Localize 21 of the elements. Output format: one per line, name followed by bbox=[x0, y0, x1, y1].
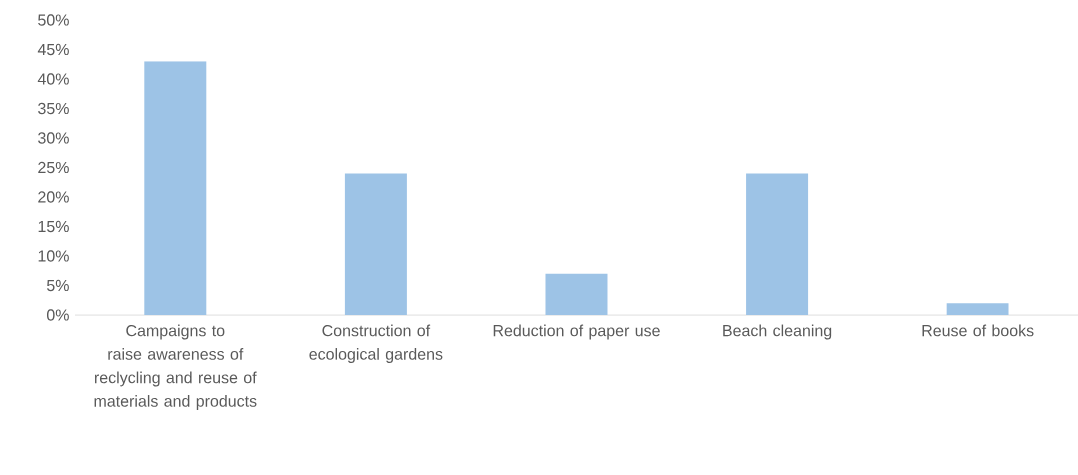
y-tick-label: 5% bbox=[46, 279, 69, 292]
x-tick-label: Reuse of books bbox=[922, 324, 1034, 337]
y-tick-label: 30% bbox=[38, 132, 69, 144]
x-tick-label: Reduction of paper use bbox=[493, 324, 660, 340]
bar bbox=[946, 303, 1009, 315]
x-tick-label: Beach cleaning bbox=[723, 324, 832, 340]
y-tick-label: 20% bbox=[38, 191, 69, 203]
y-tick-label: 35% bbox=[38, 102, 69, 115]
y-tick-label: 10% bbox=[38, 250, 69, 262]
y-tick-label: 15% bbox=[38, 220, 69, 233]
y-tick-label: 50% bbox=[38, 14, 69, 26]
y-tick-label: 25% bbox=[38, 161, 69, 174]
bar bbox=[344, 173, 407, 315]
bar bbox=[746, 173, 809, 315]
y-tick-label: 40% bbox=[37, 73, 69, 85]
y-tick-label: 45% bbox=[37, 43, 69, 56]
bar bbox=[545, 273, 608, 315]
bar bbox=[144, 61, 207, 315]
y-tick-label: 0% bbox=[46, 309, 69, 321]
x-tick-label: Campaigns to raise awareness of reclycling and reuse of materials and products bbox=[94, 324, 257, 410]
x-tick-label: Construction of ecological gardens bbox=[309, 324, 443, 363]
